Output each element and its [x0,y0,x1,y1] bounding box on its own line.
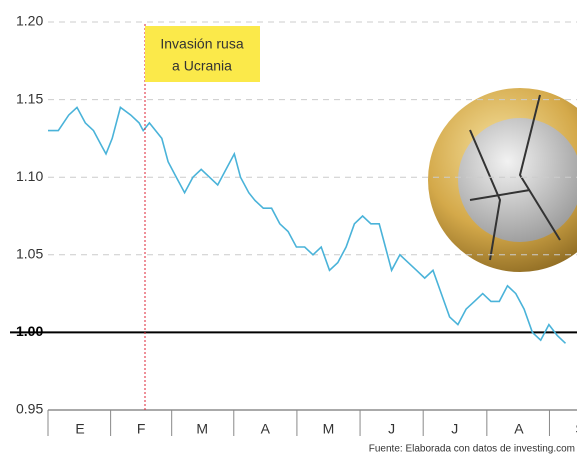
x-tick-label: E [75,421,84,437]
y-tick-label: 1.05 [16,246,43,262]
euro-coin [428,88,577,272]
annotation-box [145,26,260,82]
x-tick-label: F [137,421,146,437]
annotation: a Ucrania [172,58,232,74]
series-line [48,106,567,344]
y-tick-label: 0.95 [16,401,43,417]
y-tick-label: 1.20 [16,13,43,29]
x-tick-label: M [196,421,208,437]
x-tick-label: J [388,421,395,437]
x-tick-label: M [323,421,335,437]
x-tick-label: A [261,421,271,437]
x-tick-label: A [514,421,524,437]
y-tick-label: 1.15 [16,90,43,106]
x-tick-label: J [451,421,458,437]
y-tick-label: 1.10 [16,168,43,184]
x-tick-label: S [575,421,577,437]
source: Fuente: Elaborada con datos de investing… [369,444,575,454]
annotation: Invasión rusa [160,36,243,52]
y-tick-label: 1.00 [16,323,43,339]
